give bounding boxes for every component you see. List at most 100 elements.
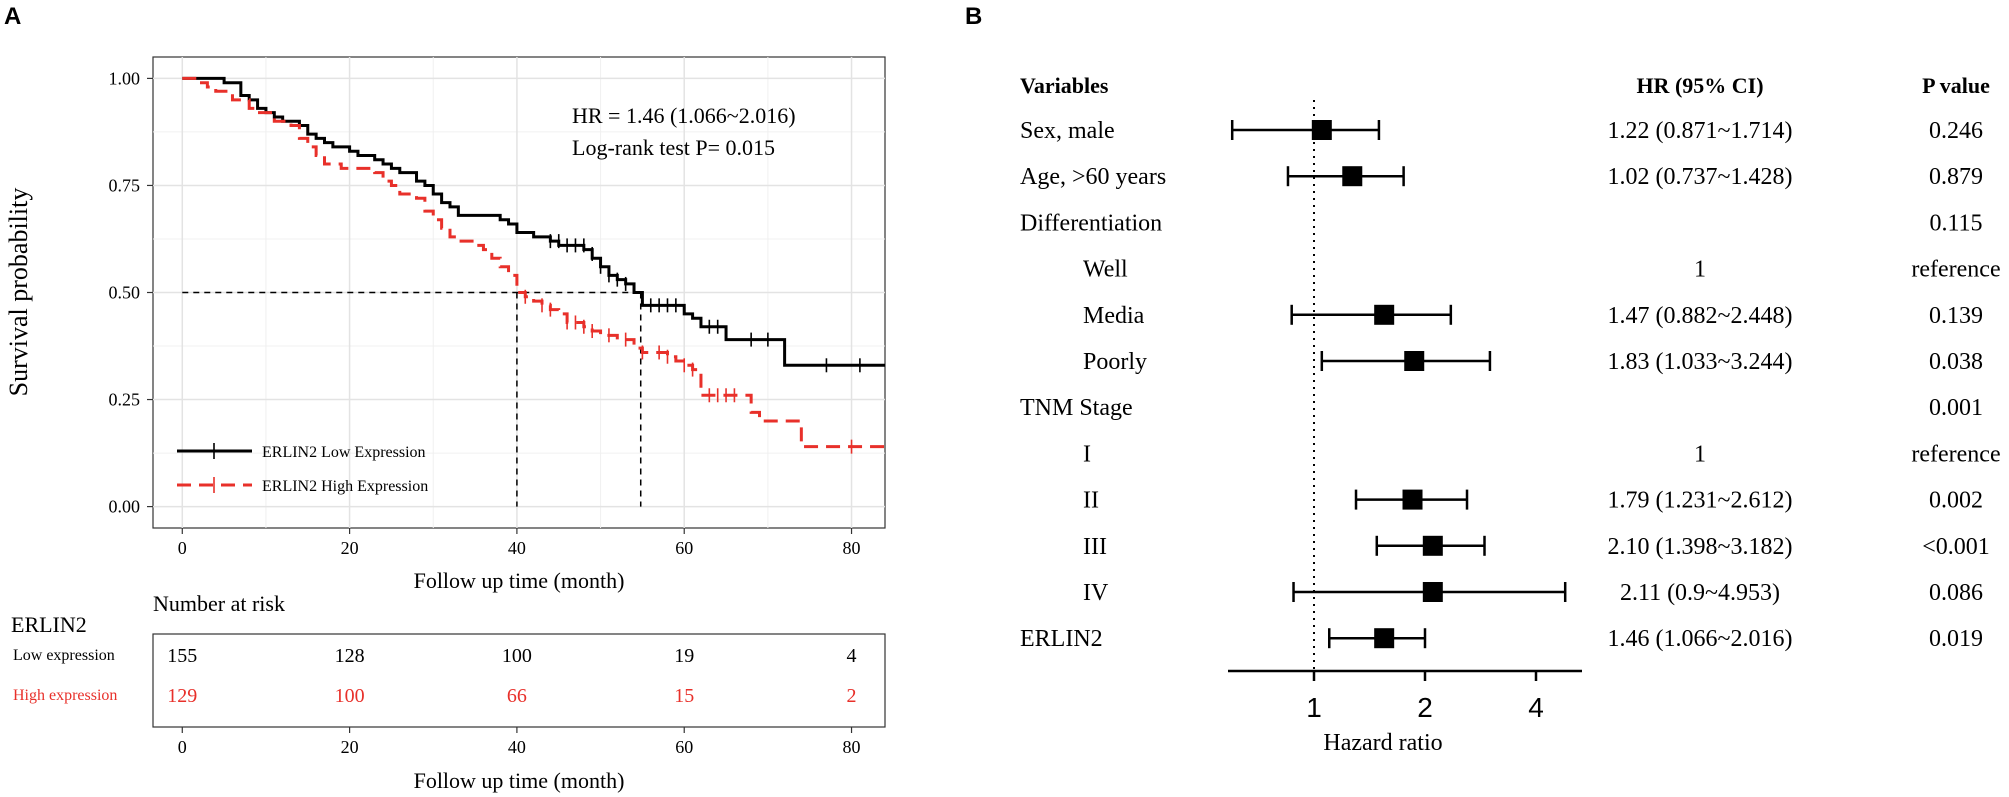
forest-row-p-value: 0.879: [1929, 164, 1983, 190]
forest-rows: Sex, male 1.22 (0.871~1.714) 0.246 Age, >60…: [1020, 118, 2001, 652]
forest-row-hr-ci: 1.79 (1.231~2.612): [1608, 488, 1793, 514]
forest-row-hr-ci: 1.47 (0.882~2.448): [1608, 303, 1793, 329]
forest-row-hr-ci: 1: [1694, 257, 1706, 283]
km-plot: 0.00 0.25 0.50 0.75 1.00 0 20 40 60 80 HR = 1.46 …: [4, 56, 886, 593]
risk-value: 128: [335, 645, 365, 667]
risk-value: 4: [847, 645, 857, 667]
forest-point: [1374, 628, 1395, 649]
forest-point: [1402, 489, 1423, 510]
km-legend: ERLIN2 Low Expression ERLIN2 High Expres…: [177, 443, 428, 495]
risk-value: 100: [335, 685, 365, 707]
forest-point: [1342, 166, 1363, 187]
risk-table-rows: Low expression 155 128 100 19 4 High expressio…: [13, 645, 857, 707]
x-tick-label: 20: [341, 538, 359, 558]
km-median-lines: [182, 291, 642, 507]
forest-row-label: Sex, male: [1020, 118, 1115, 144]
forest-header-hr: HR (95% CI): [1636, 73, 1763, 98]
survival-curve-high: [182, 76, 885, 449]
forest-row-p-value: reference: [1911, 441, 2000, 467]
x-tick-label: 0: [178, 538, 187, 558]
forest-point: [1404, 351, 1425, 371]
forest-point: [1311, 120, 1332, 140]
forest-axis-ticks: 1 2 4: [1306, 671, 1544, 723]
legend-swatch-high: [177, 477, 252, 493]
forest-point: [1374, 304, 1395, 325]
risk-value: 155: [167, 645, 197, 667]
risk-value: 129: [167, 685, 197, 707]
y-tick-label: 1.00: [109, 68, 141, 88]
forest-row-hr-ci: 2.10 (1.398~3.182): [1608, 534, 1793, 560]
risk-value: 15: [674, 685, 694, 707]
km-axis-ticks: 0.00 0.25 0.50 0.75 1.00 0 20 40 60 80: [109, 68, 861, 558]
km-x-axis-title: Follow up time (month): [414, 568, 625, 593]
y-tick-label: 0.00: [109, 497, 141, 517]
forest-header-p: P value: [1922, 73, 1990, 98]
forest-x-tick-label: 2: [1417, 692, 1433, 723]
x-tick-label: 60: [675, 538, 693, 558]
risk-x-tick-label: 80: [843, 737, 861, 757]
forest-row-hr-ci: 1.02 (0.737~1.428): [1608, 164, 1793, 190]
forest-row-p-value: 0.246: [1929, 118, 1983, 144]
forest-row-label: Poorly: [1083, 349, 1147, 375]
forest-row-label: Age, >60 years: [1020, 164, 1166, 190]
forest-row-p-value: 0.115: [1929, 210, 1982, 236]
forest-x-tick-label: 1: [1306, 692, 1322, 723]
forest-row-p-value: 0.019: [1929, 626, 1983, 652]
risk-x-tick-label: 0: [178, 737, 187, 757]
forest-row-label: TNM Stage: [1020, 395, 1133, 421]
risk-value: 66: [507, 685, 527, 707]
risk-table-frame: [152, 633, 886, 728]
forest-row-label: Media: [1083, 303, 1145, 329]
forest-row-label: ERLIN2: [1020, 626, 1103, 652]
forest-x-tick-label: 4: [1528, 692, 1544, 723]
risk-table: Number at risk ERLIN2 Low expression 155 1…: [11, 591, 886, 793]
y-tick-label: 0.75: [109, 175, 141, 195]
forest-row-hr-ci: 1.83 (1.033~3.244): [1608, 349, 1793, 375]
legend-label-low: ERLIN2 Low Expression: [262, 444, 426, 461]
risk-x-tick-label: 40: [508, 737, 526, 757]
legend-label-high: ERLIN2 High Expression: [262, 478, 428, 495]
risk-row-label: Low expression: [13, 647, 115, 664]
risk-value: 2: [847, 685, 857, 707]
forest-row-label: Differentiation: [1020, 210, 1162, 236]
risk-x-tick-label: 20: [341, 737, 359, 757]
km-logrank-annotation: Log-rank test P= 0.015: [572, 135, 775, 160]
risk-x-axis-title: Follow up time (month): [414, 768, 625, 793]
y-tick-label: 0.25: [109, 390, 141, 410]
forest-row-hr-ci: 1.22 (0.871~1.714): [1608, 118, 1793, 144]
y-tick-label: 0.50: [109, 283, 141, 303]
km-series: [182, 76, 885, 454]
forest-row-label: IV: [1083, 580, 1109, 606]
panel-label-a: A: [4, 3, 21, 30]
forest-row-p-value: 0.139: [1929, 303, 1983, 329]
km-hr-annotation: HR = 1.46 (1.066~2.016): [572, 103, 796, 128]
forest-header-variables: Variables: [1020, 73, 1109, 98]
risk-value: 100: [502, 645, 532, 667]
forest-row-hr-ci: 2.11 (0.9~4.953): [1620, 580, 1780, 606]
forest-row-label: II: [1083, 488, 1099, 514]
panel-label-b: B: [965, 3, 982, 30]
forest-row-label: I: [1083, 441, 1091, 467]
risk-row-label: High expression: [13, 687, 117, 704]
risk-axis-ticks: 0 20 40 60 80: [178, 727, 861, 757]
forest-plot: Variables HR (95% CI) P value Sex, male 1…: [1020, 73, 2001, 756]
risk-value: 19: [674, 645, 694, 667]
km-grid: [153, 57, 885, 528]
forest-row-hr-ci: 1.46 (1.066~2.016): [1608, 626, 1793, 652]
forest-row-label: Well: [1083, 257, 1128, 283]
forest-row-label: III: [1083, 534, 1107, 560]
x-tick-label: 80: [843, 538, 861, 558]
risk-x-tick-label: 60: [675, 737, 693, 757]
forest-row-hr-ci: 1: [1694, 441, 1706, 467]
forest-row-p-value: reference: [1911, 257, 2000, 283]
km-y-axis-title: Survival probability: [4, 188, 33, 397]
legend-swatch-low: [177, 443, 252, 459]
forest-point: [1422, 582, 1443, 602]
forest-row-p-value: 0.038: [1929, 349, 1983, 375]
forest-point: [1422, 535, 1443, 556]
risk-table-group-label: ERLIN2: [11, 612, 87, 637]
forest-x-axis-title: Hazard ratio: [1323, 730, 1442, 756]
forest-row-p-value: 0.001: [1929, 395, 1983, 421]
risk-table-title: Number at risk: [153, 591, 285, 616]
